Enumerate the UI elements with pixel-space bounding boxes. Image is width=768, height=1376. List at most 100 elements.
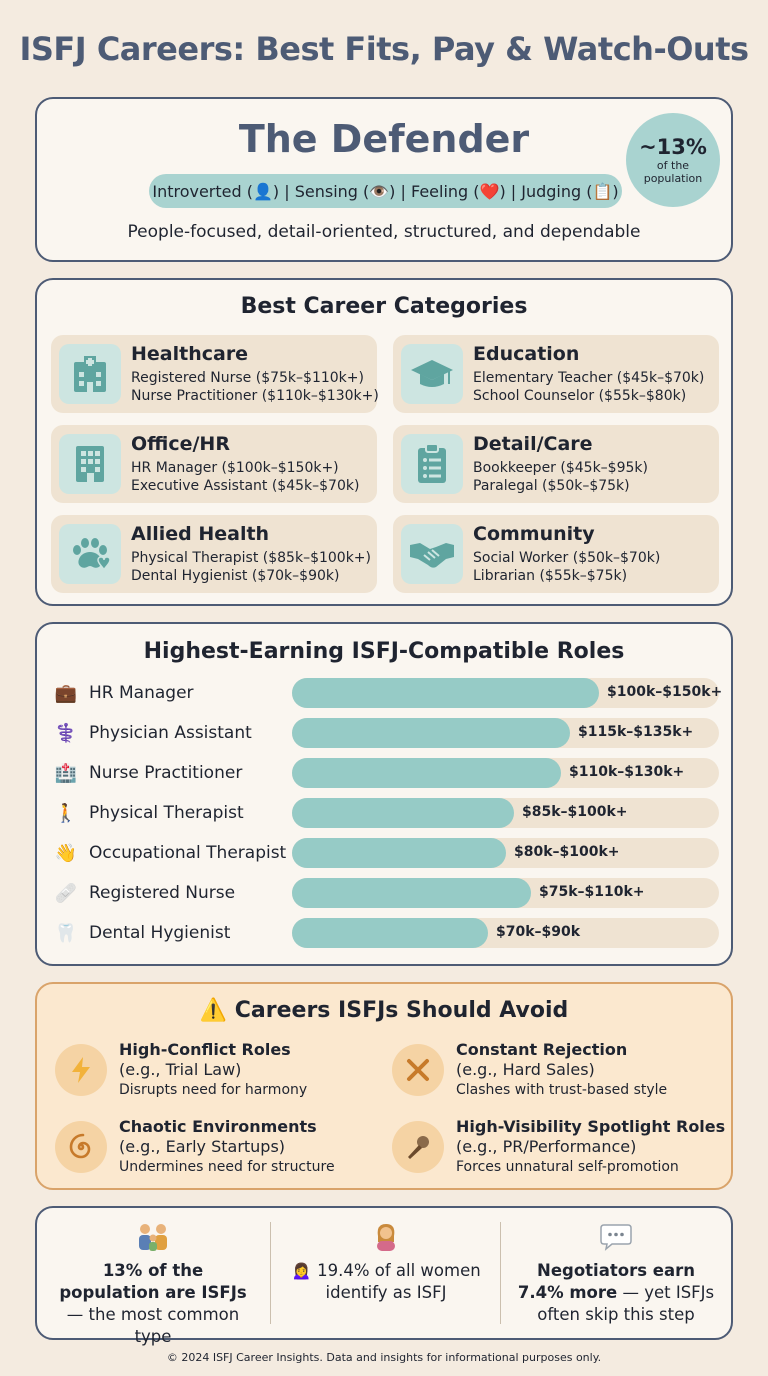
role-icon: 🦷 — [54, 922, 78, 944]
avoid-item-desc: Disrupts need for harmony — [119, 1082, 308, 1098]
avoid-item-title: High-Conflict Roles — [119, 1040, 291, 1059]
role-icon: ⚕️ — [54, 722, 78, 744]
earnings-row: 🏥 Nurse Practitioner $110k–$130k+ — [37, 758, 731, 788]
category-office-hr: Office/HR HR Manager ($100k–$150k+) Exec… — [51, 425, 377, 503]
category-role: Physical Therapist ($85k–$100k+) — [131, 550, 372, 566]
page-title: ISFJ Careers: Best Fits, Pay & Watch-Out… — [19, 30, 749, 68]
avoid-item-desc: Clashes with trust-based style — [456, 1082, 668, 1098]
stat-population: 13% of the population are ISFJs — the mo… — [37, 1208, 269, 1346]
stat-women: 🙍‍♀️ 19.4% of all women identify as ISFJ — [270, 1208, 502, 1338]
clipboard-icon — [401, 434, 463, 494]
hospital-icon — [59, 344, 121, 404]
salary-range: $110k–$130k+ — [569, 764, 685, 780]
category-role: Elementary Teacher ($45k–$70k) — [473, 370, 705, 386]
category-role: Registered Nurse ($75k–$110k+) — [131, 370, 364, 386]
category-name: Office/HR — [131, 433, 230, 455]
earnings-card: Highest-Earning ISFJ-Compatible Roles 💼 H… — [35, 622, 733, 966]
category-role: Dental Hygienist ($70k–$90k) — [131, 568, 340, 584]
population-badge: ~13% of the population — [626, 113, 720, 207]
category-community: Community Social Worker ($50k–$70k) Libr… — [393, 515, 719, 593]
category-name: Education — [473, 343, 580, 365]
stat-text: 13% of the population are ISFJs — the mo… — [59, 1261, 247, 1346]
category-healthcare: Healthcare Registered Nurse ($75k–$110k+… — [51, 335, 379, 413]
office-building-icon — [59, 434, 121, 494]
role-label: Physician Assistant — [89, 723, 252, 743]
salary-bar — [292, 678, 599, 708]
role-icon: 🏥 — [54, 762, 78, 784]
divider — [500, 1222, 501, 1324]
salary-bar — [292, 918, 488, 948]
personality-title: The Defender — [238, 117, 530, 161]
role-icon: 💼 — [54, 682, 78, 704]
salary-bar-track: $115k–$135k+ — [292, 718, 719, 748]
stat-text: Negotiators earn 7.4% more — yet ISFJs o… — [517, 1261, 715, 1324]
family-icon — [37, 1222, 269, 1252]
category-role: Executive Assistant ($45k–$70k) — [131, 478, 360, 494]
earnings-row: 💼 HR Manager $100k–$150k+ — [37, 678, 731, 708]
salary-bar-track: $100k–$150k+ — [292, 678, 723, 708]
lightning-icon — [55, 1044, 107, 1096]
avoid-item: Constant Rejection (e.g., Hard Sales) Cl… — [392, 1040, 712, 1102]
role-label: Registered Nurse — [89, 883, 236, 903]
category-allied-health: Allied Health Physical Therapist ($85k–$… — [51, 515, 377, 593]
avoid-item: High-Visibility Spotlight Roles (e.g., P… — [392, 1117, 725, 1179]
category-role: Librarian ($55k–$75k) — [473, 568, 628, 584]
avoid-item-title: Chaotic Environments — [119, 1117, 317, 1136]
salary-bar-track: $75k–$110k+ — [292, 878, 719, 908]
avoid-item-example: (e.g., Trial Law) — [119, 1060, 242, 1079]
personality-card: The Defender Introverted (👤) | Sensing (… — [35, 97, 733, 262]
microphone-icon — [392, 1121, 444, 1173]
career-categories-card: Best Career Categories Healthcare Regist… — [35, 278, 733, 606]
role-label: Nurse Practitioner — [89, 763, 243, 783]
category-name: Allied Health — [131, 523, 270, 545]
salary-range: $75k–$110k+ — [539, 884, 645, 900]
avoid-item-title: Constant Rejection — [456, 1040, 628, 1059]
salary-range: $115k–$135k+ — [578, 724, 694, 740]
earnings-row: 🦷 Dental Hygienist $70k–$90k — [37, 918, 731, 948]
role-icon: 🩹 — [54, 882, 78, 904]
salary-bar-track: $80k–$100k+ — [292, 838, 719, 868]
salary-range: $70k–$90k — [496, 924, 581, 940]
category-role: Nurse Practitioner ($110k–$130k+) — [131, 388, 379, 404]
category-role: HR Manager ($100k–$150k+) — [131, 460, 339, 476]
category-education: Education Elementary Teacher ($45k–$70k)… — [393, 335, 719, 413]
role-icon: 👋 — [54, 842, 78, 864]
stat-text: 🙍‍♀️ 19.4% of all women identify as ISFJ — [291, 1261, 481, 1302]
earnings-row: 👋 Occupational Therapist $80k–$100k+ — [37, 838, 731, 868]
woman-icon — [270, 1222, 502, 1252]
salary-bar — [292, 878, 531, 908]
population-label: of the population — [643, 159, 703, 185]
category-role: Bookkeeper ($45k–$95k) — [473, 460, 648, 476]
category-name: Community — [473, 523, 595, 545]
categories-title: Best Career Categories — [240, 294, 528, 319]
paw-heart-icon — [59, 524, 121, 584]
role-label: Physical Therapist — [89, 803, 244, 823]
avoid-item-desc: Undermines need for structure — [119, 1159, 335, 1175]
avoid-item-title: High-Visibility Spotlight Roles — [456, 1117, 726, 1136]
category-role: Social Worker ($50k–$70k) — [473, 550, 661, 566]
salary-range: $80k–$100k+ — [514, 844, 620, 860]
earnings-row: 🩹 Registered Nurse $75k–$110k+ — [37, 878, 731, 908]
avoid-item: High-Conflict Roles (e.g., Trial Law) Di… — [55, 1040, 375, 1102]
avoid-title: ⚠️ Careers ISFJs Should Avoid — [199, 998, 569, 1023]
role-icon: 🚶 — [54, 802, 78, 824]
avoid-item: Chaotic Environments (e.g., Early Startu… — [55, 1117, 375, 1179]
category-detail-care: Detail/Care Bookkeeper ($45k–$95k) Paral… — [393, 425, 719, 503]
stats-card: 13% of the population are ISFJs — the mo… — [35, 1206, 733, 1346]
earnings-title: Highest-Earning ISFJ-Compatible Roles — [143, 639, 625, 664]
category-name: Detail/Care — [473, 433, 593, 455]
divider — [270, 1222, 271, 1324]
personality-tagline: People-focused, detail-oriented, structu… — [127, 222, 641, 242]
stat-negotiation: Negotiators earn 7.4% more — yet ISFJs o… — [500, 1208, 732, 1338]
salary-bar-track: $70k–$90k — [292, 918, 719, 948]
earnings-row: ⚕️ Physician Assistant $115k–$135k+ — [37, 718, 731, 748]
role-label: Dental Hygienist — [89, 923, 231, 943]
x-mark-icon — [392, 1044, 444, 1096]
graduation-cap-icon — [401, 344, 463, 404]
traits-pill: Introverted (👤) | Sensing (👁️) | Feeling… — [149, 174, 622, 208]
spiral-icon — [55, 1121, 107, 1173]
category-role: School Counselor ($55k–$80k) — [473, 388, 687, 404]
avoid-item-example: (e.g., Early Startups) — [119, 1137, 286, 1156]
salary-range: $100k–$150k+ — [607, 684, 723, 700]
population-value: ~13% — [639, 135, 707, 159]
